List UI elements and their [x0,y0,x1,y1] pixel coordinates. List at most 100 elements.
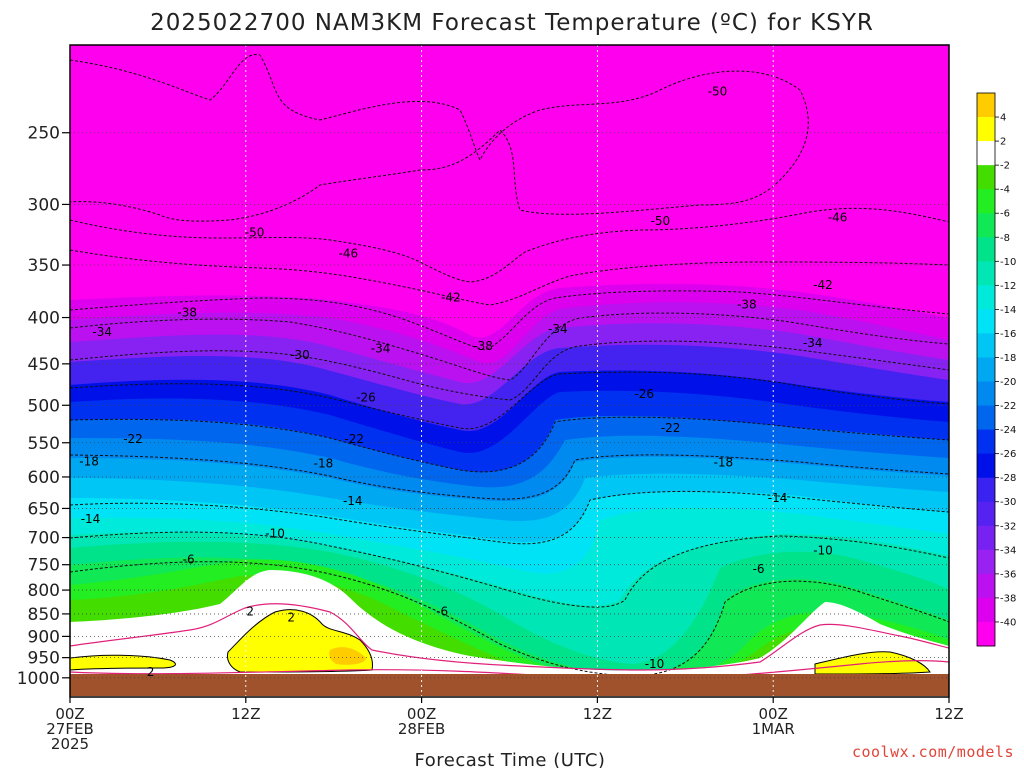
contour-label: -34 [548,322,568,336]
x-tick-label: 2025 [51,735,89,753]
colorbar-label: -36 [1000,569,1016,580]
y-tick-label: 1000 [17,669,60,689]
contour-minus-46 [70,207,949,283]
ground-surface [70,674,949,696]
contour-label: -42 [813,278,833,292]
x-tick-label: 28FEB [398,720,445,738]
colorbar-swatch [977,285,995,310]
contour-label: -18 [714,455,734,469]
contour-minus-30 [70,340,949,401]
contour-label: -14 [81,512,101,526]
x-tick-label: 12Z [231,705,260,723]
y-tick-label: 600 [28,468,60,488]
contour-label: -10 [265,527,285,541]
contour-label: -50 [708,84,728,98]
colorbar-label: -34 [1000,545,1016,556]
contour-label: -46 [828,210,848,224]
contour-minus-42 [70,249,949,306]
x-tick-label: 12Z [583,705,612,723]
contour-label: -22 [344,432,364,446]
chart-title: 2025022700 NAM3KM Forecast Temperature (… [150,10,874,36]
colorbar-swatch [977,429,995,455]
contour-label: -14 [768,491,788,505]
contour-label: -50 [245,225,265,239]
colorbar-label: -30 [1000,497,1016,508]
contour-label: -30 [290,348,310,362]
x-tick-label: 27FEB [46,720,93,738]
colorbar-swatch [977,405,995,431]
contour-label: 2 [287,611,295,625]
contour-label: -22 [123,432,143,446]
x-tick-label: 00Z [759,705,788,723]
colorbar-label: -38 [1000,593,1016,604]
contour-label: -38 [737,298,757,312]
grid-lines [70,45,949,697]
y-tick-label: 900 [28,627,60,647]
colorbar-swatch [977,237,995,262]
temperature-field [70,45,949,697]
contour-labels: -50 -50 -50 -46 -46 -42 -42 -38 -38 -38 -34 -34 -34 -… [79,84,848,679]
colorbar-swatch [977,213,995,238]
colorbar-label: -40 [1000,617,1016,628]
contour-label: -34 [371,342,391,356]
y-tick-label: 350 [28,256,60,276]
contour-label: -38 [177,306,197,320]
colorbar-label: 4 [1000,113,1006,124]
colorbar-label: -16 [1000,329,1016,340]
colorbar-swatch [977,357,995,382]
contour-label: -18 [314,457,334,471]
x-tick-label: 12Z [934,705,963,723]
y-tick-label: 850 [28,605,60,625]
contour-label: -6 [183,552,195,566]
colorbar-label: -24 [1000,425,1016,436]
contour-label: -10 [813,543,833,557]
contour-minus-10 [70,531,949,608]
zero-degree-contour [70,603,949,671]
contour-minus-50 [70,54,809,222]
colorbar-swatch [977,117,995,142]
contour-label: 2 [147,665,155,679]
contour-label: -34 [92,325,112,339]
y-tick-label: 950 [28,649,60,669]
contour-label: -10 [645,657,665,671]
contour-label: -46 [339,247,359,261]
contour-lines [70,54,949,677]
colorbar-label: -14 [1000,305,1016,316]
colorbar-swatch [977,189,995,214]
plot-frame [69,44,950,698]
colorbar-swatch [977,621,995,647]
colorbar-swatch [977,501,995,527]
colorbar-swatch [977,525,995,551]
colorbar-frame [976,92,996,647]
contour-label: -6 [753,562,765,576]
contour-label: -6 [436,605,448,619]
colorbar-swatch [977,93,995,118]
contour-label: -22 [661,421,681,435]
colorbar-swatch [977,261,995,286]
colorbar-swatch [977,333,995,358]
colorbar-label: -10 [1000,257,1016,268]
x-tick-label: 1MAR [752,720,795,738]
colorbar-swatch [977,549,995,575]
colorbar-label: -6 [1000,209,1010,220]
colorbar-label: -18 [1000,353,1016,364]
contour-label: -38 [473,339,493,353]
x-tick-label: 00Z [407,705,436,723]
credit-text[interactable]: coolwx.com/models [852,743,1014,761]
colorbar-label: -8 [1000,233,1010,244]
x-tick-label: 00Z [55,705,84,723]
contour-minus-18 [70,454,949,500]
colorbar-swatch [977,381,995,406]
y-tick-label: 500 [28,396,60,416]
x-axis-label: Forecast Time (UTC) [415,750,606,768]
colorbar-label: -2 [1000,161,1010,172]
colorbar-label: -20 [1000,377,1016,388]
colorbar-swatch [977,165,995,190]
contour-minus-6 [70,561,949,677]
contour-label: -50 [651,214,671,228]
contour-label: -18 [79,455,99,469]
contour-label: -42 [441,290,461,304]
warm-layer-left [70,654,176,671]
